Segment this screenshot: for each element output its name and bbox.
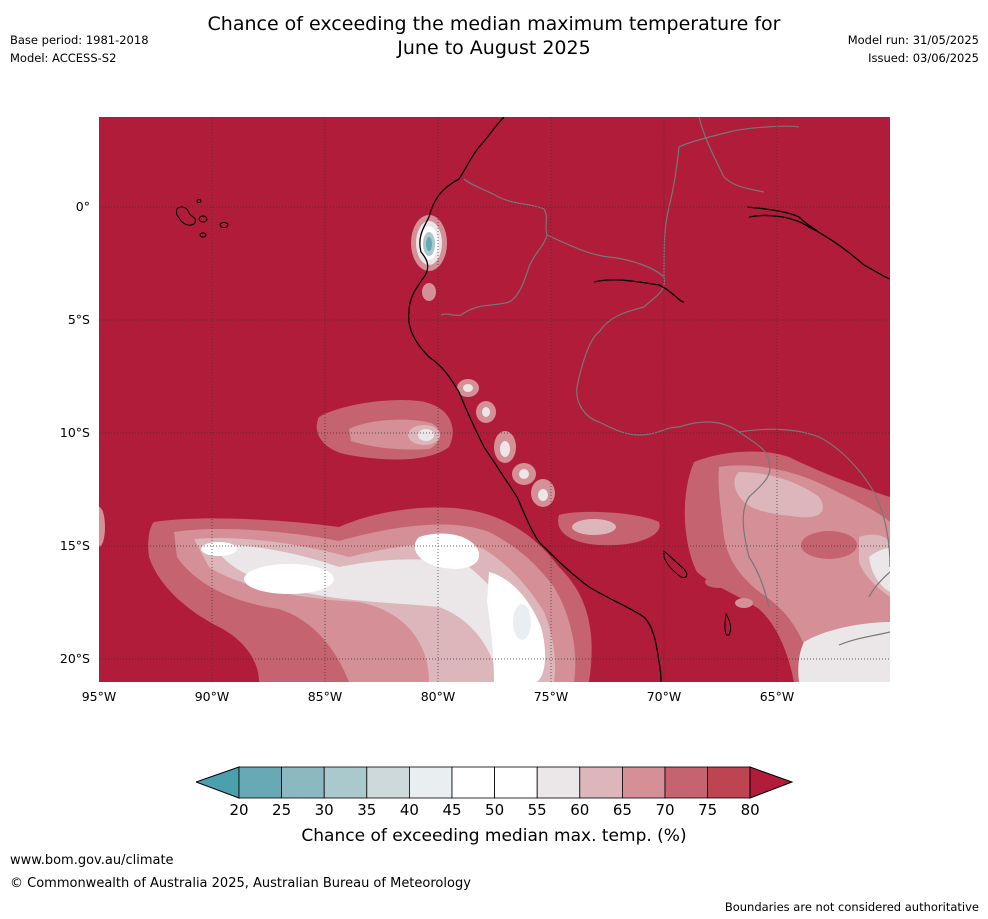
colorbar-tick-label: 65 bbox=[612, 801, 632, 819]
colorbar-over-arrow bbox=[749, 766, 794, 799]
colorbar-tick-label: 70 bbox=[655, 801, 675, 819]
forecast-map bbox=[99, 117, 890, 682]
colorbar-tick-label: 55 bbox=[527, 801, 547, 819]
colorbar bbox=[196, 766, 794, 799]
colorbar-segment bbox=[238, 766, 282, 799]
lake-titicaca bbox=[663, 549, 688, 578]
lon-label-85w: 85°W bbox=[307, 689, 343, 704]
colorbar-tick-label: 75 bbox=[698, 801, 718, 819]
lat-label-0: 0° bbox=[75, 199, 90, 214]
colorbar-segment bbox=[323, 766, 368, 799]
colorbar-segment bbox=[579, 766, 623, 799]
colorbar-segment bbox=[281, 766, 325, 799]
colorbar-segment bbox=[664, 766, 708, 799]
colorbar-segment bbox=[366, 766, 410, 799]
lat-label-15s: 15°S bbox=[59, 538, 90, 553]
lon-label-65w: 65°W bbox=[759, 689, 795, 704]
colorbar-tick-label: 80 bbox=[740, 801, 760, 819]
lat-label-20s: 20°S bbox=[59, 651, 90, 666]
map-title: Chance of exceeding the median maximum t… bbox=[0, 12, 988, 60]
colorbar-tick-label: 50 bbox=[485, 801, 505, 819]
probability-contours bbox=[99, 215, 890, 682]
colorbar-tick-label: 30 bbox=[314, 801, 334, 819]
lat-label-10s: 10°S bbox=[59, 425, 90, 440]
lat-label-5s: 5°S bbox=[67, 312, 90, 327]
issued-date: Issued: 03/06/2025 bbox=[868, 51, 979, 65]
colorbar-tick-label: 20 bbox=[229, 801, 249, 819]
colorbar-segments bbox=[238, 766, 751, 799]
lon-label-75w: 75°W bbox=[533, 689, 569, 704]
colorbar-label: Chance of exceeding median max. temp. (%… bbox=[301, 826, 687, 846]
model-run: Model run: 31/05/2025 bbox=[847, 33, 979, 47]
colorbar-tick-label: 60 bbox=[570, 801, 590, 819]
coastlines bbox=[408, 117, 890, 682]
colorbar-segment bbox=[621, 766, 666, 799]
lon-label-95w: 95°W bbox=[81, 689, 117, 704]
title-line-2: June to August 2025 bbox=[397, 37, 591, 59]
colorbar-segment bbox=[451, 766, 495, 799]
colorbar-under-arrow bbox=[196, 766, 240, 799]
disclaimer: Boundaries are not considered authoritat… bbox=[724, 900, 979, 914]
lon-label-70w: 70°W bbox=[646, 689, 682, 704]
lon-label-80w: 80°W bbox=[420, 689, 456, 704]
lon-label-90w: 90°W bbox=[194, 689, 230, 704]
base-period: Base period: 1981-2018 bbox=[10, 33, 149, 47]
colorbar-tick-label: 35 bbox=[357, 801, 377, 819]
title-line-1: Chance of exceeding the median maximum t… bbox=[207, 13, 781, 35]
lake-poopo bbox=[724, 612, 732, 636]
website-link[interactable]: www.bom.gov.au/climate bbox=[10, 853, 174, 868]
colorbar-segment bbox=[494, 766, 538, 799]
model-name: Model: ACCESS-S2 bbox=[10, 51, 117, 65]
copyright: © Commonwealth of Australia 2025, Austra… bbox=[10, 876, 471, 891]
country-borders bbox=[440, 117, 890, 646]
colorbar-tick-label: 45 bbox=[442, 801, 462, 819]
colorbar-tick-label: 25 bbox=[272, 801, 292, 819]
gridlines bbox=[99, 117, 890, 682]
galapagos-islands bbox=[176, 199, 229, 238]
colorbar-segment bbox=[707, 766, 751, 799]
colorbar-tick-label: 40 bbox=[399, 801, 419, 819]
colorbar-segment bbox=[536, 766, 581, 799]
colorbar-segment bbox=[408, 766, 453, 799]
